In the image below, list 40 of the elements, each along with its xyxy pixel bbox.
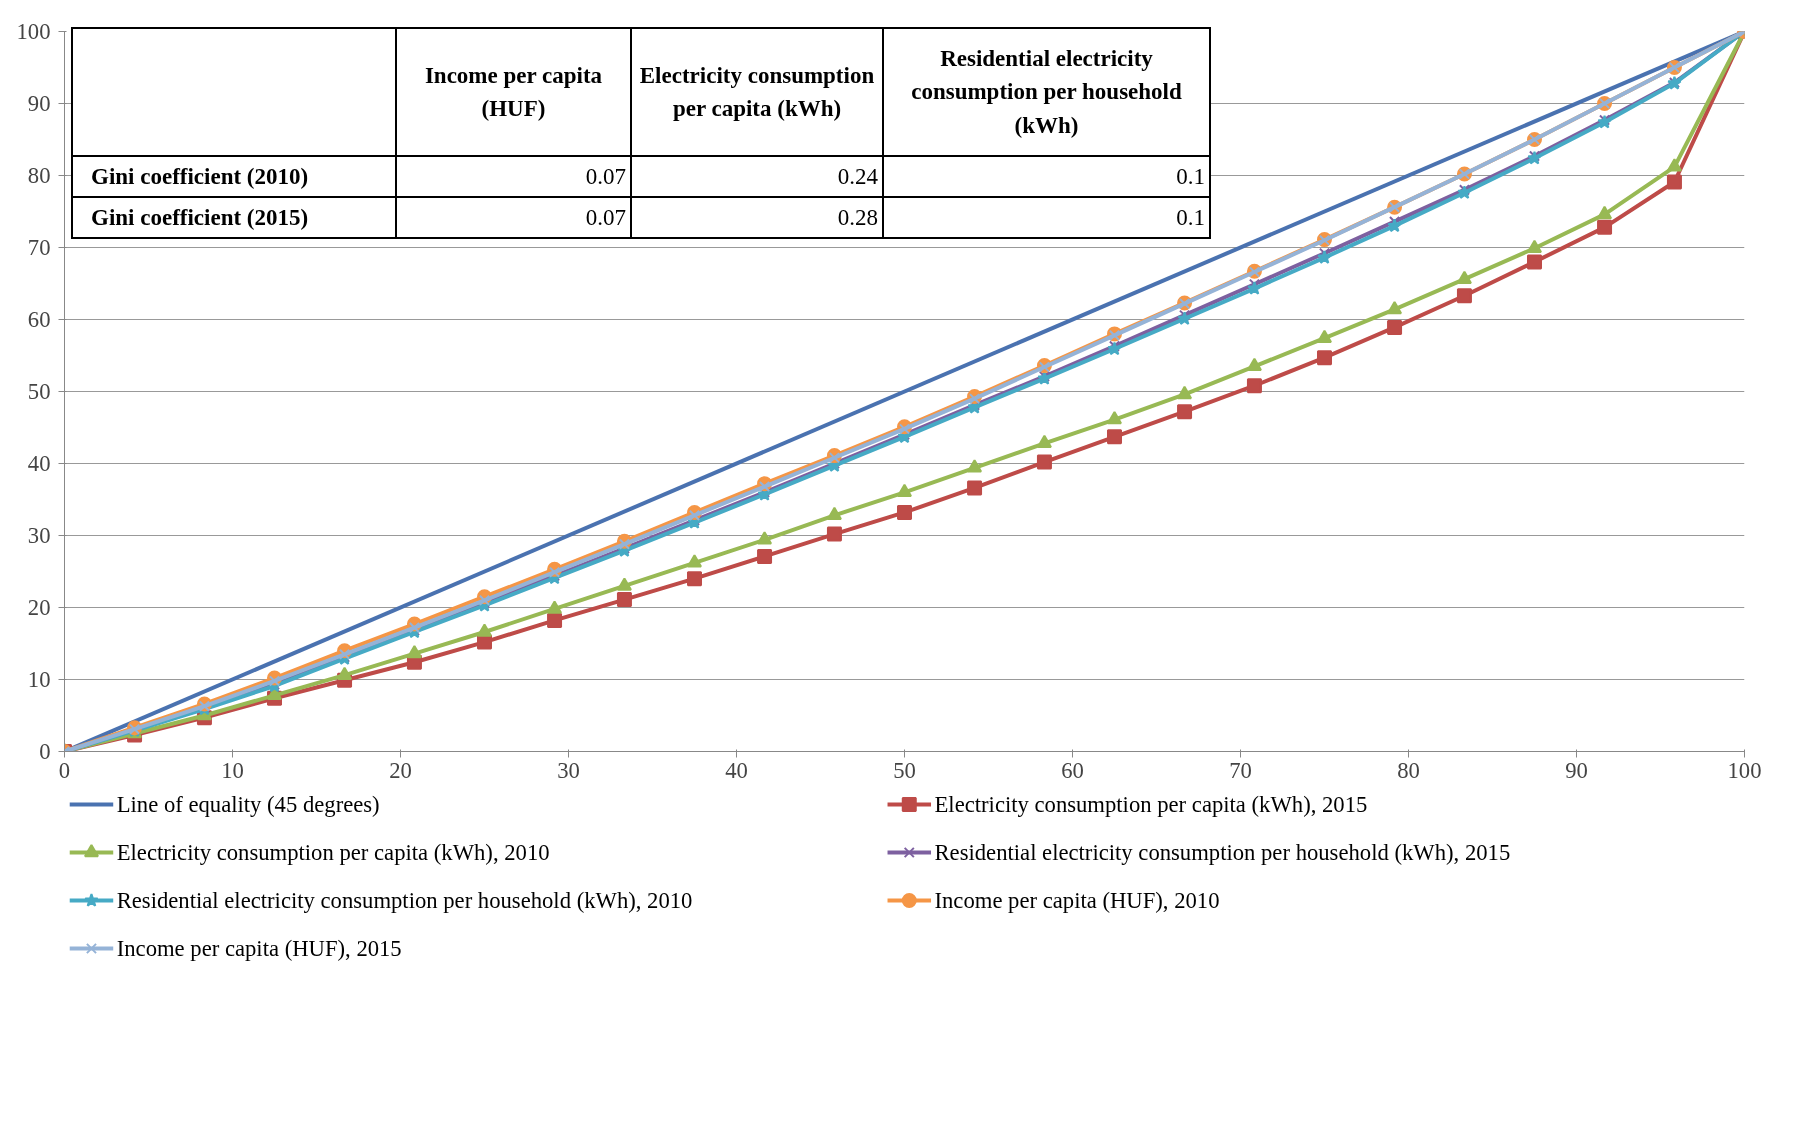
y-tick-label: 50 <box>27 379 51 404</box>
annotation: 0.1 <box>883 197 1210 238</box>
y-tick-label: 90 <box>27 91 51 116</box>
legend-label: Residential electricity consumption per household (kWh), 2015 <box>934 840 1511 865</box>
x-tick-label: 40 <box>725 757 748 783</box>
y-tick-label: 70 <box>27 235 51 260</box>
legend-label: Income per capita (HUF), 2010 <box>934 888 1220 913</box>
legend-label: Residential electricity consumption per household (kWh), 2010 <box>116 888 693 913</box>
annotation: 0.1 <box>883 156 1210 197</box>
y-tick-label: 20 <box>27 595 51 620</box>
annotation: Residential electricity consumption per household (kWh) <box>883 28 1210 156</box>
x-tick-label: 90 <box>1565 757 1588 783</box>
x-tick-label: 100 <box>1727 757 1762 783</box>
y-tick-label: 30 <box>27 523 51 548</box>
legend-label: Electricity consumption per capita (kWh), 2015 <box>934 792 1368 817</box>
x-tick-label: 60 <box>1061 757 1084 783</box>
annotation: Electricity consumption per capita (kWh) <box>631 28 883 156</box>
annotation: 0.07 <box>396 197 631 238</box>
x-tick-label: 50 <box>893 757 916 783</box>
annotation: 0.28 <box>631 197 883 238</box>
y-tick-label: 40 <box>27 451 51 476</box>
x-tick-label: 0 <box>58 757 71 783</box>
annotation: Gini coefficient (2010) <box>72 156 396 197</box>
annotation: 0.07 <box>396 156 631 197</box>
annotation: Income per capita (HUF) <box>396 28 631 156</box>
y-tick-label: 60 <box>27 307 51 332</box>
x-tick-label: 70 <box>1229 757 1252 783</box>
legend-label: Line of equality (45 degrees) <box>116 792 380 817</box>
y-tick-label: 100 <box>16 19 51 44</box>
x-tick-label: 80 <box>1397 757 1420 783</box>
x-tick-label: 10 <box>221 757 244 783</box>
annotation: Gini coefficient (2015) <box>72 197 396 238</box>
y-tick-label: 80 <box>27 163 51 188</box>
x-tick-label: 20 <box>389 757 412 783</box>
x-tick-label: 30 <box>557 757 580 783</box>
legend-label: Income per capita (HUF), 2015 <box>116 936 402 961</box>
y-tick-label: 0 <box>39 739 51 764</box>
y-tick-label: 10 <box>27 667 51 692</box>
legend-label: Electricity consumption per capita (kWh), 2010 <box>116 840 550 865</box>
annotation: 0.24 <box>631 156 883 197</box>
